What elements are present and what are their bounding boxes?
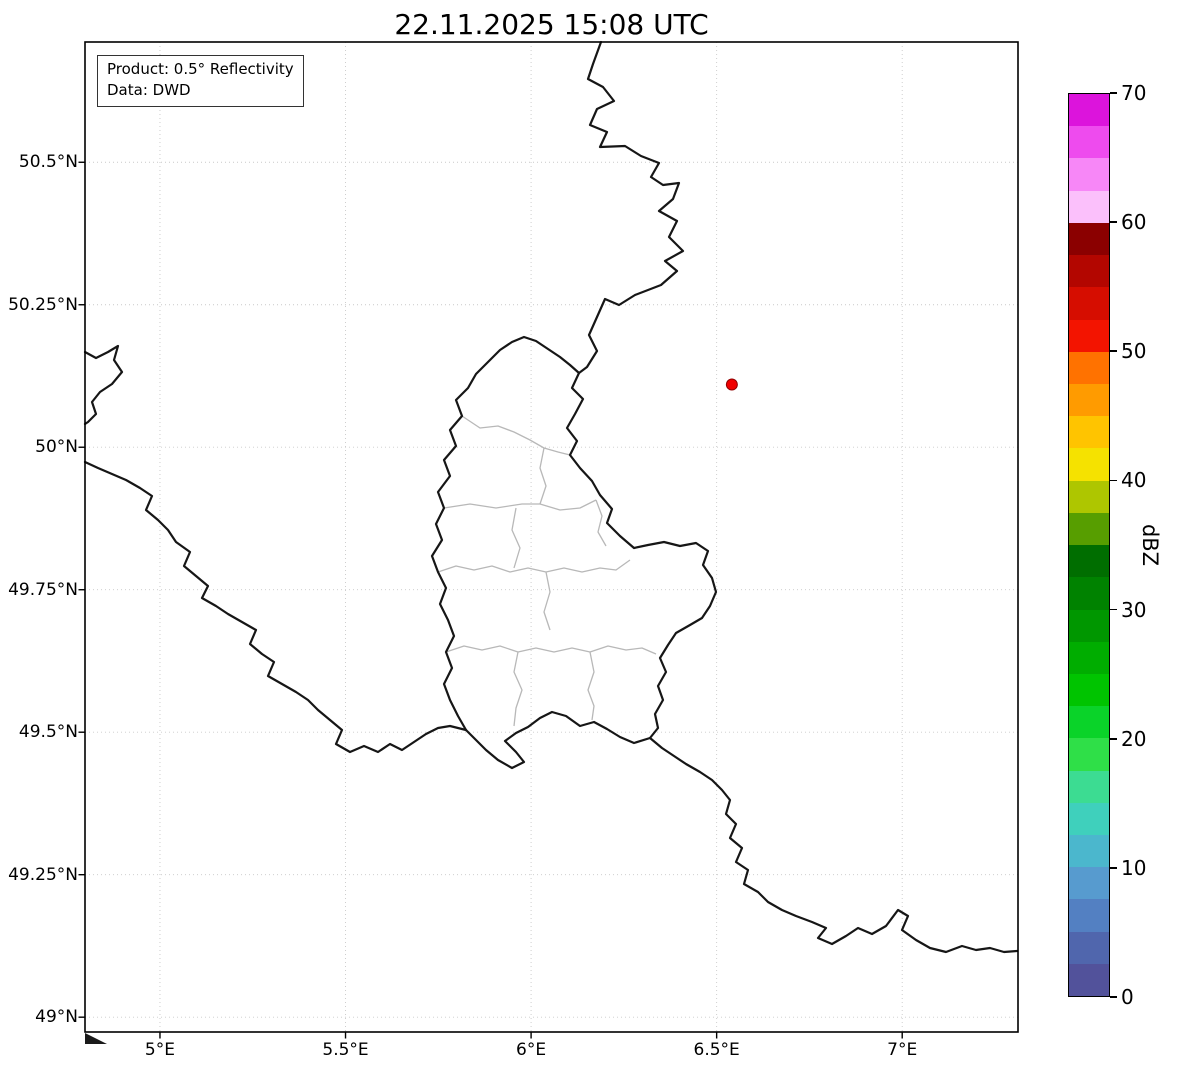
country-border-belgium-france-west [83, 460, 468, 754]
colorbar-segment [1069, 673, 1109, 707]
colorbar-segment [1069, 835, 1109, 868]
x-tick-label: 6°E [516, 1040, 547, 1060]
colorbar-segment [1069, 706, 1109, 739]
country-border-belgium-france-northwest-loop [83, 344, 124, 426]
colorbar-segment [1069, 867, 1109, 900]
product-info-line: Product: 0.5° Reflectivity [107, 60, 294, 78]
x-tick-label: 6.5°E [693, 1040, 740, 1060]
colorbar-tick [1110, 221, 1117, 223]
colorbar-segment [1069, 319, 1109, 352]
colorbar-segment [1069, 222, 1109, 256]
colorbar-segment [1069, 545, 1109, 578]
colorbar-tick [1110, 867, 1117, 869]
colorbar [1068, 93, 1110, 997]
colorbar-tick [1110, 608, 1117, 611]
colorbar-tick [1110, 737, 1117, 740]
colorbar-segment [1069, 383, 1109, 417]
canton-border [513, 651, 523, 727]
colorbar-segment [1069, 448, 1109, 481]
colorbar-segment [1069, 94, 1109, 127]
colorbar-tick [1110, 996, 1117, 998]
canton-border [443, 499, 597, 511]
colorbar-segment [1069, 416, 1109, 449]
radar-location-marker [725, 378, 738, 391]
map-corner-mark [85, 1033, 107, 1044]
colorbar-tick [1110, 350, 1117, 353]
y-tick-label: 49.75°N [8, 579, 78, 600]
colorbar-segment [1069, 512, 1109, 546]
colorbar-segment [1069, 770, 1109, 803]
canton-border [445, 645, 657, 655]
country-border-germany-belgium-north [577, 40, 685, 375]
y-tick-label: 50.25°N [8, 294, 78, 315]
plot-frame [84, 41, 1019, 1033]
colorbar-segment [1069, 480, 1109, 513]
colorbar-segment [1069, 641, 1109, 674]
colorbar-tick [1110, 479, 1117, 482]
colorbar-segment [1069, 287, 1109, 320]
canton-border [587, 651, 595, 721]
y-tick-label: 49.5°N [18, 722, 78, 743]
y-tick-label: 50°N [35, 437, 78, 458]
colorbar-tick-label: 10 [1121, 855, 1147, 880]
canton-border [461, 415, 571, 456]
country-border-luxembourg [430, 335, 718, 770]
colorbar-segment [1069, 931, 1109, 964]
colorbar-tick-label: 50 [1121, 339, 1147, 364]
colorbar-segment [1069, 577, 1109, 610]
colorbar-segment [1069, 738, 1109, 771]
y-tick-label: 50.5°N [18, 152, 78, 173]
colorbar-tick-label: 0 [1121, 985, 1134, 1009]
y-tick-label: 49.25°N [8, 864, 78, 885]
colorbar-segment [1069, 963, 1109, 997]
colorbar-tick-label: 40 [1121, 468, 1147, 493]
colorbar-segment [1069, 158, 1109, 191]
y-tick-label: 49°N [35, 1007, 78, 1028]
colorbar-segment [1069, 802, 1109, 836]
colorbar-segment [1069, 126, 1109, 159]
plot-title: 22.11.2025 15:08 UTC [394, 8, 709, 41]
colorbar-segment [1069, 609, 1109, 642]
country-border-france-germany-southeast [648, 736, 1019, 954]
canton-border [511, 507, 521, 569]
colorbar-tick-label: 60 [1121, 210, 1147, 235]
colorbar-segment [1069, 899, 1109, 932]
colorbar-segment [1069, 255, 1109, 288]
colorbar-tick-label: 30 [1121, 597, 1147, 622]
colorbar-tick-label: 20 [1121, 726, 1147, 751]
canton-border [595, 499, 607, 547]
colorbar-tick [1110, 92, 1117, 94]
canton-border [437, 559, 631, 573]
colorbar-segment [1069, 351, 1109, 384]
canton-border [543, 571, 551, 631]
colorbar-tick-label: 70 [1121, 81, 1147, 105]
colorbar-axis-label: dBZ [1138, 523, 1162, 567]
x-tick-label: 5.5°E [322, 1040, 369, 1060]
x-tick-label: 7°E [887, 1040, 918, 1060]
data-source-line: Data: DWD [107, 81, 191, 99]
colorbar-segment [1069, 190, 1109, 223]
product-info-box: Product: 0.5° Reflectivity Data: DWD [97, 55, 304, 107]
canton-border [539, 447, 547, 505]
x-tick-label: 5°E [144, 1040, 175, 1060]
